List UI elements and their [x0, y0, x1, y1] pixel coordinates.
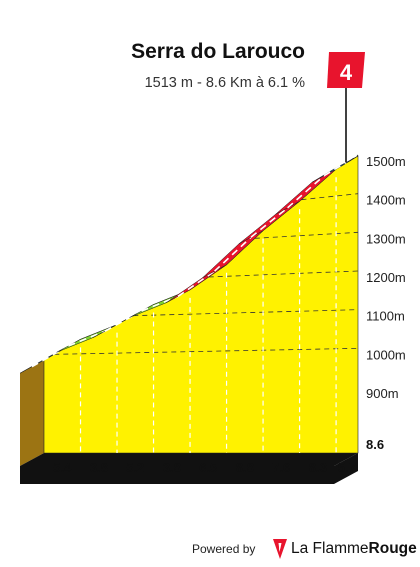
climb-subtitle: 1513 m - 8.6 Km à 6.1 % — [144, 75, 305, 91]
powered-by-label: Powered by — [192, 542, 256, 556]
elevation-gridline — [301, 193, 359, 201]
elevation-tick-label: 1000m — [366, 347, 406, 362]
climb-title: Serra do Larouco — [131, 40, 305, 63]
segment-centre-line — [177, 270, 216, 297]
segment-gradient-label: 5.2 — [126, 460, 144, 475]
road-base — [20, 453, 358, 484]
elevation-tick-label: 900m — [366, 386, 399, 401]
km-marker-label: 8 — [328, 485, 335, 500]
la-flamme-rouge-logo-icon — [273, 539, 287, 559]
km-marker-label: 5 — [219, 485, 226, 500]
segment-gradient-label: 8.8 — [236, 460, 254, 475]
segment-gradient-label: 8.3 — [309, 460, 327, 475]
end-distance-label: 8.6 — [366, 437, 384, 452]
km-marker-label: 1 — [73, 485, 80, 500]
segment-centre-line — [104, 310, 142, 332]
elevation-gridline — [54, 347, 359, 355]
elevation-tick-label: 1100m — [366, 309, 405, 324]
segment-gradient-label: 7.6 — [272, 460, 290, 475]
km-marker-label: 2 — [109, 485, 116, 500]
km-marker-label: 3 — [146, 485, 153, 500]
profile-side-wall — [20, 360, 44, 466]
km-marker-label: 7 — [292, 485, 299, 500]
road-base-top — [20, 453, 358, 466]
elevation-gridline — [208, 270, 359, 278]
segment-centre-line — [214, 236, 252, 272]
elevation-gridline — [133, 309, 359, 317]
segment-gradient-label: 5.7 — [338, 460, 356, 475]
segment-centre-line — [323, 161, 347, 177]
km-marker-label: 6 — [255, 485, 262, 500]
segment-gradient-label: 3.8 — [163, 460, 181, 475]
segment-centre-line — [68, 330, 106, 347]
category-flag — [327, 52, 365, 88]
segment-centre-line — [141, 295, 179, 312]
footer: Powered by La FlammeRouge — [192, 538, 420, 562]
segment-gradient-label: 3.8 — [90, 460, 108, 475]
profile-fill — [43, 155, 359, 454]
km-marker-label: 4 — [182, 485, 190, 500]
elevation-tick-label: 1500m — [366, 154, 406, 169]
segment-gradient-label: 5.4 — [53, 460, 72, 475]
segment-centre-line — [287, 175, 325, 209]
elevation-tick-label: 1200m — [366, 270, 406, 285]
segment-centre-line — [250, 207, 289, 238]
climb-category-label: 4 — [340, 60, 353, 85]
elevation-tick-label: 1300m — [366, 231, 406, 246]
segment-gradient-label: 6.5 — [199, 460, 217, 475]
elevation-tick-label: 1400m — [366, 193, 406, 208]
brand-name: La FlammeRouge — [291, 540, 417, 557]
